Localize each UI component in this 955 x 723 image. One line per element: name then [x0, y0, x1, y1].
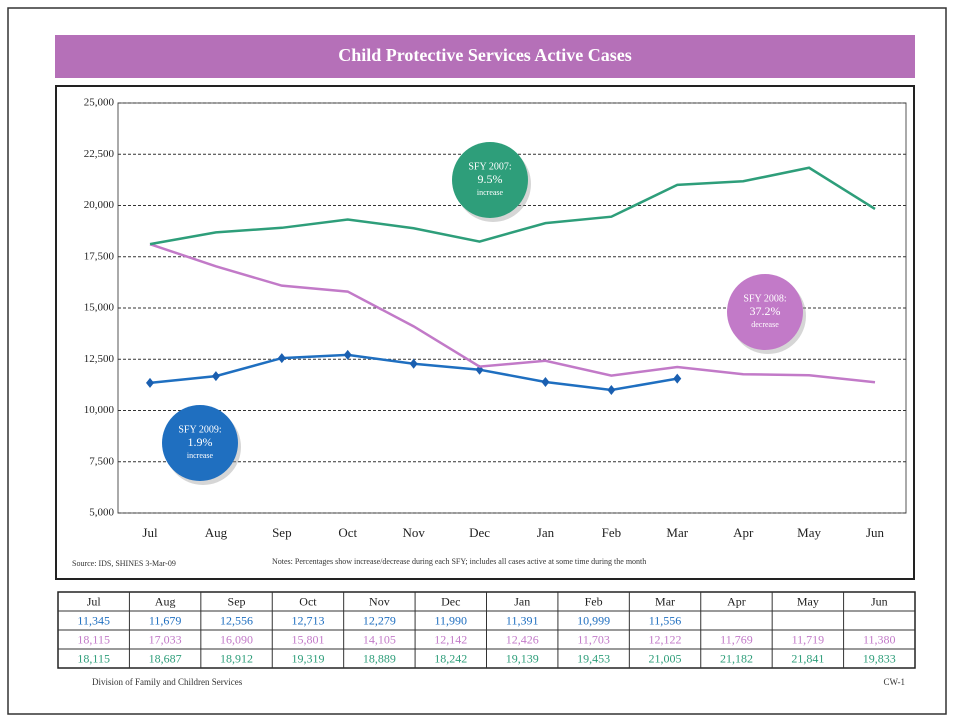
table-cell: 19,319 — [291, 651, 324, 665]
annotation-text: SFY 2008: — [743, 293, 786, 304]
y-tick-label: 7,500 — [89, 455, 114, 467]
annotation-text: increase — [187, 451, 214, 460]
series-line — [149, 242, 876, 384]
x-tick-label: Jun — [866, 525, 885, 540]
annotation-text: increase — [477, 188, 504, 197]
table-header: Nov — [369, 594, 390, 608]
series-line — [149, 166, 876, 246]
table-cell: 11,556 — [649, 613, 682, 627]
x-tick-label: Oct — [338, 525, 357, 540]
table-header: Feb — [585, 594, 603, 608]
annotation-bubble — [162, 405, 238, 481]
table-cell: 12,122 — [649, 632, 682, 646]
y-tick-label: 17,500 — [84, 250, 115, 262]
point-marker — [409, 358, 418, 369]
point-marker — [541, 376, 550, 387]
x-tick-label: May — [797, 525, 821, 540]
table-cell: 19,833 — [863, 651, 896, 665]
table-cell: 16,090 — [220, 632, 253, 646]
annotation-text: 1.9% — [188, 435, 213, 449]
footer-left: Division of Family and Children Services — [92, 677, 243, 687]
table-cell: 18,115 — [77, 651, 110, 665]
annotation-text: SFY 2007: — [468, 161, 511, 172]
table-cell: 19,453 — [577, 651, 610, 665]
table-header: Aug — [155, 594, 176, 608]
data-table: Jul Aug Sep Oct Nov Dec Jan Feb Mar Apr May Jun 11,3… — [57, 591, 916, 669]
y-tick-label: 25,000 — [84, 97, 115, 109]
annotation-text: decrease — [751, 320, 779, 329]
point-marker — [673, 373, 682, 384]
table-cell: 12,426 — [506, 632, 539, 646]
notes: Notes: Percentages show increase/decreas… — [272, 557, 646, 566]
y-tick-label: 15,000 — [84, 302, 115, 314]
page-border — [7, 7, 947, 715]
table-cell: 19,139 — [506, 651, 539, 665]
table-cell: 15,801 — [291, 632, 324, 646]
table-cell: 18,687 — [149, 651, 182, 665]
table-header: Jan — [514, 594, 530, 608]
y-tick-label: 12,500 — [84, 353, 115, 365]
x-tick-label: Feb — [602, 525, 622, 540]
table-cell: 12,142 — [434, 632, 467, 646]
table-header: Mar — [655, 594, 675, 608]
table-cell: 11,990 — [435, 613, 468, 627]
annotation-bubble — [452, 142, 528, 218]
annotation-text: 9.5% — [478, 172, 503, 186]
table-cell: 21,005 — [649, 651, 682, 665]
table-header: Dec — [441, 594, 460, 608]
table-cell: 21,182 — [720, 651, 753, 665]
table-cell: 11,703 — [577, 632, 610, 646]
table-cell: 12,279 — [363, 613, 396, 627]
table-header: Oct — [299, 594, 317, 608]
table-cell: 12,713 — [291, 613, 324, 627]
table-cell: 11,391 — [506, 613, 539, 627]
point-marker — [211, 371, 220, 382]
source: Source: IDS, SHINES 3-Mar-09 — [72, 559, 176, 568]
x-tick-label: Nov — [402, 525, 425, 540]
point-marker — [607, 385, 616, 396]
y-tick-label: 22,500 — [84, 148, 115, 160]
point-marker — [146, 377, 154, 388]
chart-title: Child Protective Services Active Cases — [338, 45, 632, 65]
x-tick-label: Jul — [142, 525, 158, 540]
annotation-text: 37.2% — [750, 304, 781, 318]
table-cell: 10,999 — [577, 613, 610, 627]
x-tick-label: Sep — [272, 525, 292, 540]
table-cell: 11,345 — [77, 613, 110, 627]
annotation-bubble — [727, 274, 803, 350]
y-tick-label: 5,000 — [89, 507, 114, 519]
point-marker — [343, 349, 352, 360]
table-header: Jul — [87, 594, 102, 608]
table-cell: 11,380 — [863, 632, 896, 646]
x-tick-label: Dec — [469, 525, 490, 540]
table-cell: 14,105 — [363, 632, 396, 646]
table-cell: 18,242 — [434, 651, 467, 665]
table-header: Sep — [228, 594, 246, 608]
x-tick-label: Jan — [537, 525, 555, 540]
table-cell: 18,889 — [363, 651, 396, 665]
table-header: Jun — [871, 594, 888, 608]
table-cell: 11,719 — [792, 632, 825, 646]
y-tick-label: 20,000 — [84, 199, 115, 211]
table-cell: 18,115 — [77, 632, 110, 646]
table-cell: 18,912 — [220, 651, 253, 665]
table-cell: 11,769 — [720, 632, 753, 646]
x-tick-label: Apr — [733, 525, 754, 540]
x-tick-label: Aug — [205, 525, 228, 540]
table-cell: 21,841 — [791, 651, 824, 665]
table-cell: 17,033 — [149, 632, 182, 646]
table-cell: 12,556 — [220, 613, 253, 627]
table-cell: 11,679 — [149, 613, 182, 627]
table-header: May — [797, 594, 819, 608]
annotation-text: SFY 2009: — [178, 424, 221, 435]
title-bar — [55, 35, 915, 78]
point-marker — [277, 353, 286, 364]
x-tick-label: Mar — [666, 525, 688, 540]
y-tick-label: 10,000 — [84, 404, 115, 416]
footer-right: CW-1 — [884, 677, 906, 687]
table-header: Apr — [727, 594, 746, 608]
